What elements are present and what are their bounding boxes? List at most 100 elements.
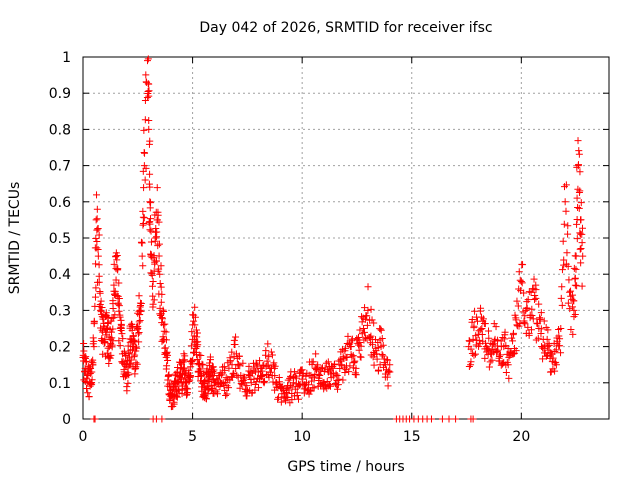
data-point: [558, 266, 566, 274]
data-point: [512, 316, 520, 324]
data-point: [234, 360, 242, 368]
data-point: [377, 325, 385, 333]
data-point: [567, 287, 575, 295]
data-point: [93, 244, 101, 252]
data-point: [384, 382, 392, 390]
data-point: [139, 221, 147, 229]
data-point: [373, 355, 381, 363]
data-point: [156, 280, 164, 288]
y-tick-label: 0.2: [49, 340, 71, 356]
data-point: [386, 361, 394, 369]
data-point: [521, 320, 529, 328]
data-point: [213, 375, 221, 383]
data-point: [304, 381, 312, 389]
data-point: [159, 321, 167, 329]
data-point: [531, 292, 539, 300]
zero-data-point: [445, 415, 453, 423]
data-point: [528, 312, 536, 320]
data-point: [348, 335, 356, 343]
data-point: [560, 220, 568, 228]
data-point: [569, 330, 577, 338]
data-point: [154, 242, 162, 250]
data-point: [561, 198, 569, 206]
data-point: [124, 379, 132, 387]
data-point: [191, 303, 199, 311]
data-point: [139, 207, 147, 215]
data-point: [294, 395, 302, 403]
data-point: [543, 335, 551, 343]
data-point: [564, 262, 572, 270]
data-point: [470, 322, 478, 330]
data-point: [571, 252, 579, 260]
chart-title: Day 042 of 2026, SRMTID for receiver ifs…: [199, 20, 492, 36]
data-point: [88, 358, 96, 366]
data-point: [529, 315, 537, 323]
data-point: [149, 300, 157, 308]
data-point: [187, 342, 195, 350]
data-point: [115, 337, 123, 345]
x-tick-label: 5: [188, 429, 197, 445]
data-point: [298, 366, 306, 374]
data-point: [127, 346, 135, 354]
x-tick-label: 10: [293, 429, 311, 445]
data-point: [310, 384, 318, 392]
data-point: [556, 342, 564, 350]
data-point: [149, 277, 157, 285]
data-point: [239, 359, 247, 367]
data-point: [492, 323, 500, 331]
data-point: [140, 214, 148, 222]
data-point: [559, 237, 567, 245]
data-point: [151, 237, 159, 245]
y-tick-label: 0.7: [49, 159, 71, 175]
data-point: [134, 330, 142, 338]
data-point: [206, 372, 214, 380]
data-point: [150, 296, 158, 304]
data-point: [558, 301, 566, 309]
data-point: [573, 235, 581, 243]
data-point: [93, 205, 101, 213]
data-point: [95, 278, 103, 286]
data-point: [277, 398, 285, 406]
data-point: [135, 311, 143, 319]
data-point: [489, 341, 497, 349]
data-point: [139, 262, 147, 270]
data-point: [379, 341, 387, 349]
data-point: [151, 260, 159, 268]
data-point: [578, 230, 586, 238]
data-point: [130, 336, 138, 344]
data-point: [344, 332, 352, 340]
data-point: [577, 199, 585, 207]
data-point: [318, 380, 326, 388]
data-point: [364, 283, 372, 291]
data-point: [549, 354, 557, 362]
data-point: [371, 350, 379, 358]
data-point: [157, 262, 165, 270]
data-point: [130, 332, 138, 340]
data-point: [378, 351, 386, 359]
data-point: [535, 300, 543, 308]
data-point: [308, 377, 316, 385]
data-point: [354, 334, 362, 342]
data-point: [505, 374, 513, 382]
data-point: [148, 271, 156, 279]
data-point: [164, 351, 172, 359]
data-point: [353, 335, 361, 343]
data-point: [248, 369, 256, 377]
data-point: [206, 359, 214, 367]
y-tick-label: 0.4: [49, 267, 71, 283]
data-point: [228, 361, 236, 369]
data-point: [336, 357, 344, 365]
data-point: [576, 187, 584, 195]
data-point: [229, 370, 237, 378]
data-point: [575, 147, 583, 155]
data-point: [113, 252, 121, 260]
data-point: [145, 125, 153, 133]
data-point: [557, 349, 565, 357]
data-point: [80, 340, 88, 347]
zero-data-point: [438, 415, 446, 423]
data-point: [566, 288, 574, 296]
data-point: [557, 294, 565, 302]
data-point: [576, 168, 584, 176]
data-point: [335, 375, 343, 383]
